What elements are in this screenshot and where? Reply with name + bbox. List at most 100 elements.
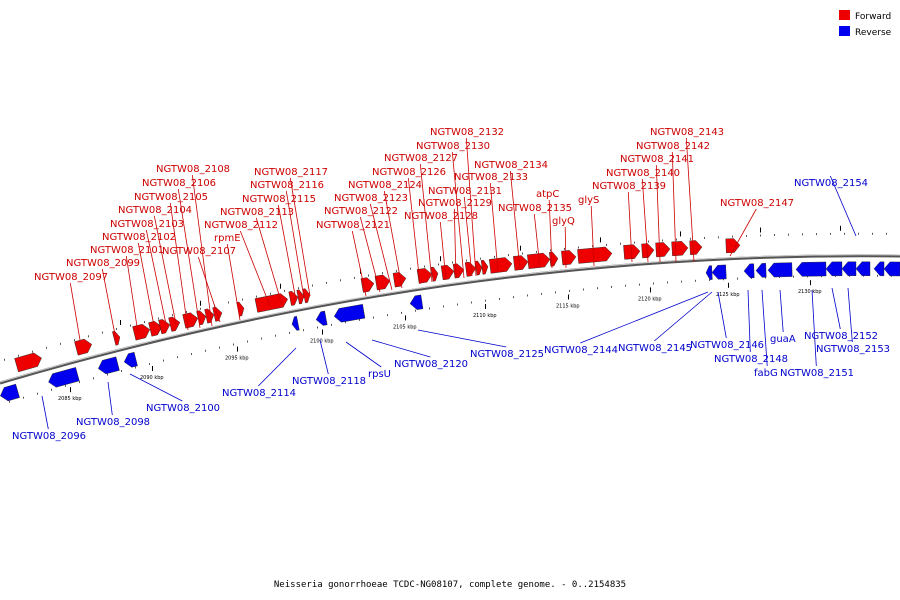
gene-label[interactable]: NGTW08_2139 [592,181,666,192]
gene-label[interactable]: NGTW08_2105 [134,192,208,203]
gene-label[interactable]: atpC [536,189,559,200]
minor-tick-forward [354,276,355,279]
gene-label[interactable]: NGTW08_2153 [816,344,890,355]
minor-tick-reverse [359,318,360,321]
major-tick-forward [440,256,441,262]
gene-leader-line [239,230,271,307]
minor-tick-forward [760,234,761,237]
gene-label[interactable]: NGTW08_2129 [418,198,492,209]
minor-tick-forward [270,292,271,295]
gene-leader-line [197,256,221,323]
gene-label[interactable]: NGTW08_2144 [544,345,618,356]
gene-label[interactable]: NGTW08_2113 [220,207,294,218]
minor-tick-reverse [331,323,332,326]
gene-label[interactable]: NGTW08_2122 [324,206,398,217]
gene-label[interactable]: NGTW08_2103 [110,219,184,230]
gene-label[interactable]: NGTW08_2126 [372,167,446,178]
gene-label[interactable]: NGTW08_2152 [804,331,878,342]
gene-label[interactable]: glyS [578,195,599,206]
gene-leader-line [191,174,213,327]
minor-tick-forward [326,281,327,284]
gene-label[interactable]: NGTW08_2148 [714,354,788,365]
gene-label[interactable]: glyQ [552,216,575,227]
reverse-gene-arrow [333,304,366,323]
gene-label[interactable]: NGTW08_2146 [690,340,764,351]
gene-label[interactable]: NGTW08_2108 [156,164,230,175]
gene-label[interactable]: NGTW08_2120 [394,359,468,370]
gene-label[interactable]: NGTW08_2121 [316,220,390,231]
minor-tick-reverse [275,334,276,337]
legend-label-reverse: Reverse [855,28,892,38]
gene-label[interactable]: NGTW08_2127 [384,153,458,164]
gene-label[interactable]: NGTW08_2115 [242,194,316,205]
gene-label[interactable]: NGTW08_2142 [636,141,710,152]
gene-leader-line [345,341,382,368]
gene-label[interactable]: NGTW08_2132 [430,127,504,138]
gene-leader-line [829,175,857,237]
gene-label[interactable]: NGTW08_2097 [34,272,108,283]
reverse-gene-arrow [705,265,713,280]
gene-label[interactable]: NGTW08_2118 [292,376,366,387]
reverse-gene-arrow [291,316,300,331]
minor-tick-reverse [527,294,528,297]
gene-label[interactable]: NGTW08_2098 [76,417,150,428]
gene-label[interactable]: NGTW08_2130 [416,141,490,152]
minor-tick-forward [648,240,649,243]
gene-label[interactable]: NGTW08_2145 [618,343,692,354]
minor-tick-reverse [9,400,10,403]
gene-label[interactable]: fabG [754,368,778,379]
reverse-gene-arrow [0,383,20,402]
gene-label[interactable]: NGTW08_2151 [780,368,854,379]
gene-label[interactable]: NGTW08_2104 [118,205,192,216]
gene-label[interactable]: NGTW08_2125 [470,349,544,360]
minor-tick-reverse [345,321,346,324]
forward-gene-arrow [440,264,455,281]
gene-leader-line [419,163,433,283]
gene-label[interactable]: NGTW08_2154 [794,178,868,189]
gene-label[interactable]: NGTW08_2143 [650,127,724,138]
gene-label[interactable]: NGTW08_2128 [404,211,478,222]
gene-label[interactable]: NGTW08_2135 [498,203,572,214]
gene-label[interactable]: NGTW08_2140 [606,168,680,179]
gene-label[interactable]: guaA [770,334,796,345]
minor-tick-forward [858,232,859,235]
gene-leader-line [369,203,393,291]
gene-label[interactable]: NGTW08_2114 [222,388,296,399]
gene-label[interactable]: NGTW08_2134 [474,160,548,171]
gene-label[interactable]: NGTW08_2112 [204,220,278,231]
gene-leader-line [627,191,633,263]
gene-label[interactable]: NGTW08_2100 [146,403,220,414]
gene-label[interactable]: NGTW08_2116 [250,180,324,191]
gene-label[interactable]: NGTW08_2102 [102,232,176,243]
gene-label[interactable]: rpsU [368,369,391,380]
gene-label[interactable]: NGTW08_2131 [428,186,502,197]
minor-tick-reverse [485,299,486,302]
minor-tick-reverse [387,314,388,317]
gene-leader-line [417,329,507,348]
gene-label[interactable]: NGTW08_2099 [66,258,140,269]
gene-label[interactable]: NGTW08_2123 [334,193,408,204]
gene-label[interactable]: NGTW08_2133 [454,172,528,183]
gene-label[interactable]: NGTW08_2107 [162,246,236,257]
minor-tick-forward [788,233,789,236]
gene-leader-line [465,137,477,277]
minor-tick-forward [746,235,747,237]
gene-label[interactable]: NGTW08_2106 [142,178,216,189]
gene-label[interactable]: NGTW08_2147 [720,198,794,209]
minor-tick-reverse [121,370,122,372]
gene-label[interactable]: NGTW08_2101 [90,245,164,256]
minor-tick-reverse [149,363,150,365]
gene-label[interactable]: NGTW08_2096 [12,431,86,442]
reverse-gene-arrow [123,351,138,368]
reverse-gene-arrow [873,261,885,277]
minor-tick-reverse [583,288,584,291]
minor-tick-reverse [709,279,710,281]
gene-leader-line [319,339,329,375]
tick-label: 2125 kbp [716,292,740,298]
gene-label[interactable]: rpmE [214,233,241,244]
gene-label[interactable]: NGTW08_2141 [620,154,694,165]
gene-label[interactable]: NGTW08_2117 [254,167,328,178]
gene-label[interactable]: NGTW08_2124 [348,180,422,191]
gene-leader-line [580,291,709,344]
minor-tick-forward [382,272,383,275]
